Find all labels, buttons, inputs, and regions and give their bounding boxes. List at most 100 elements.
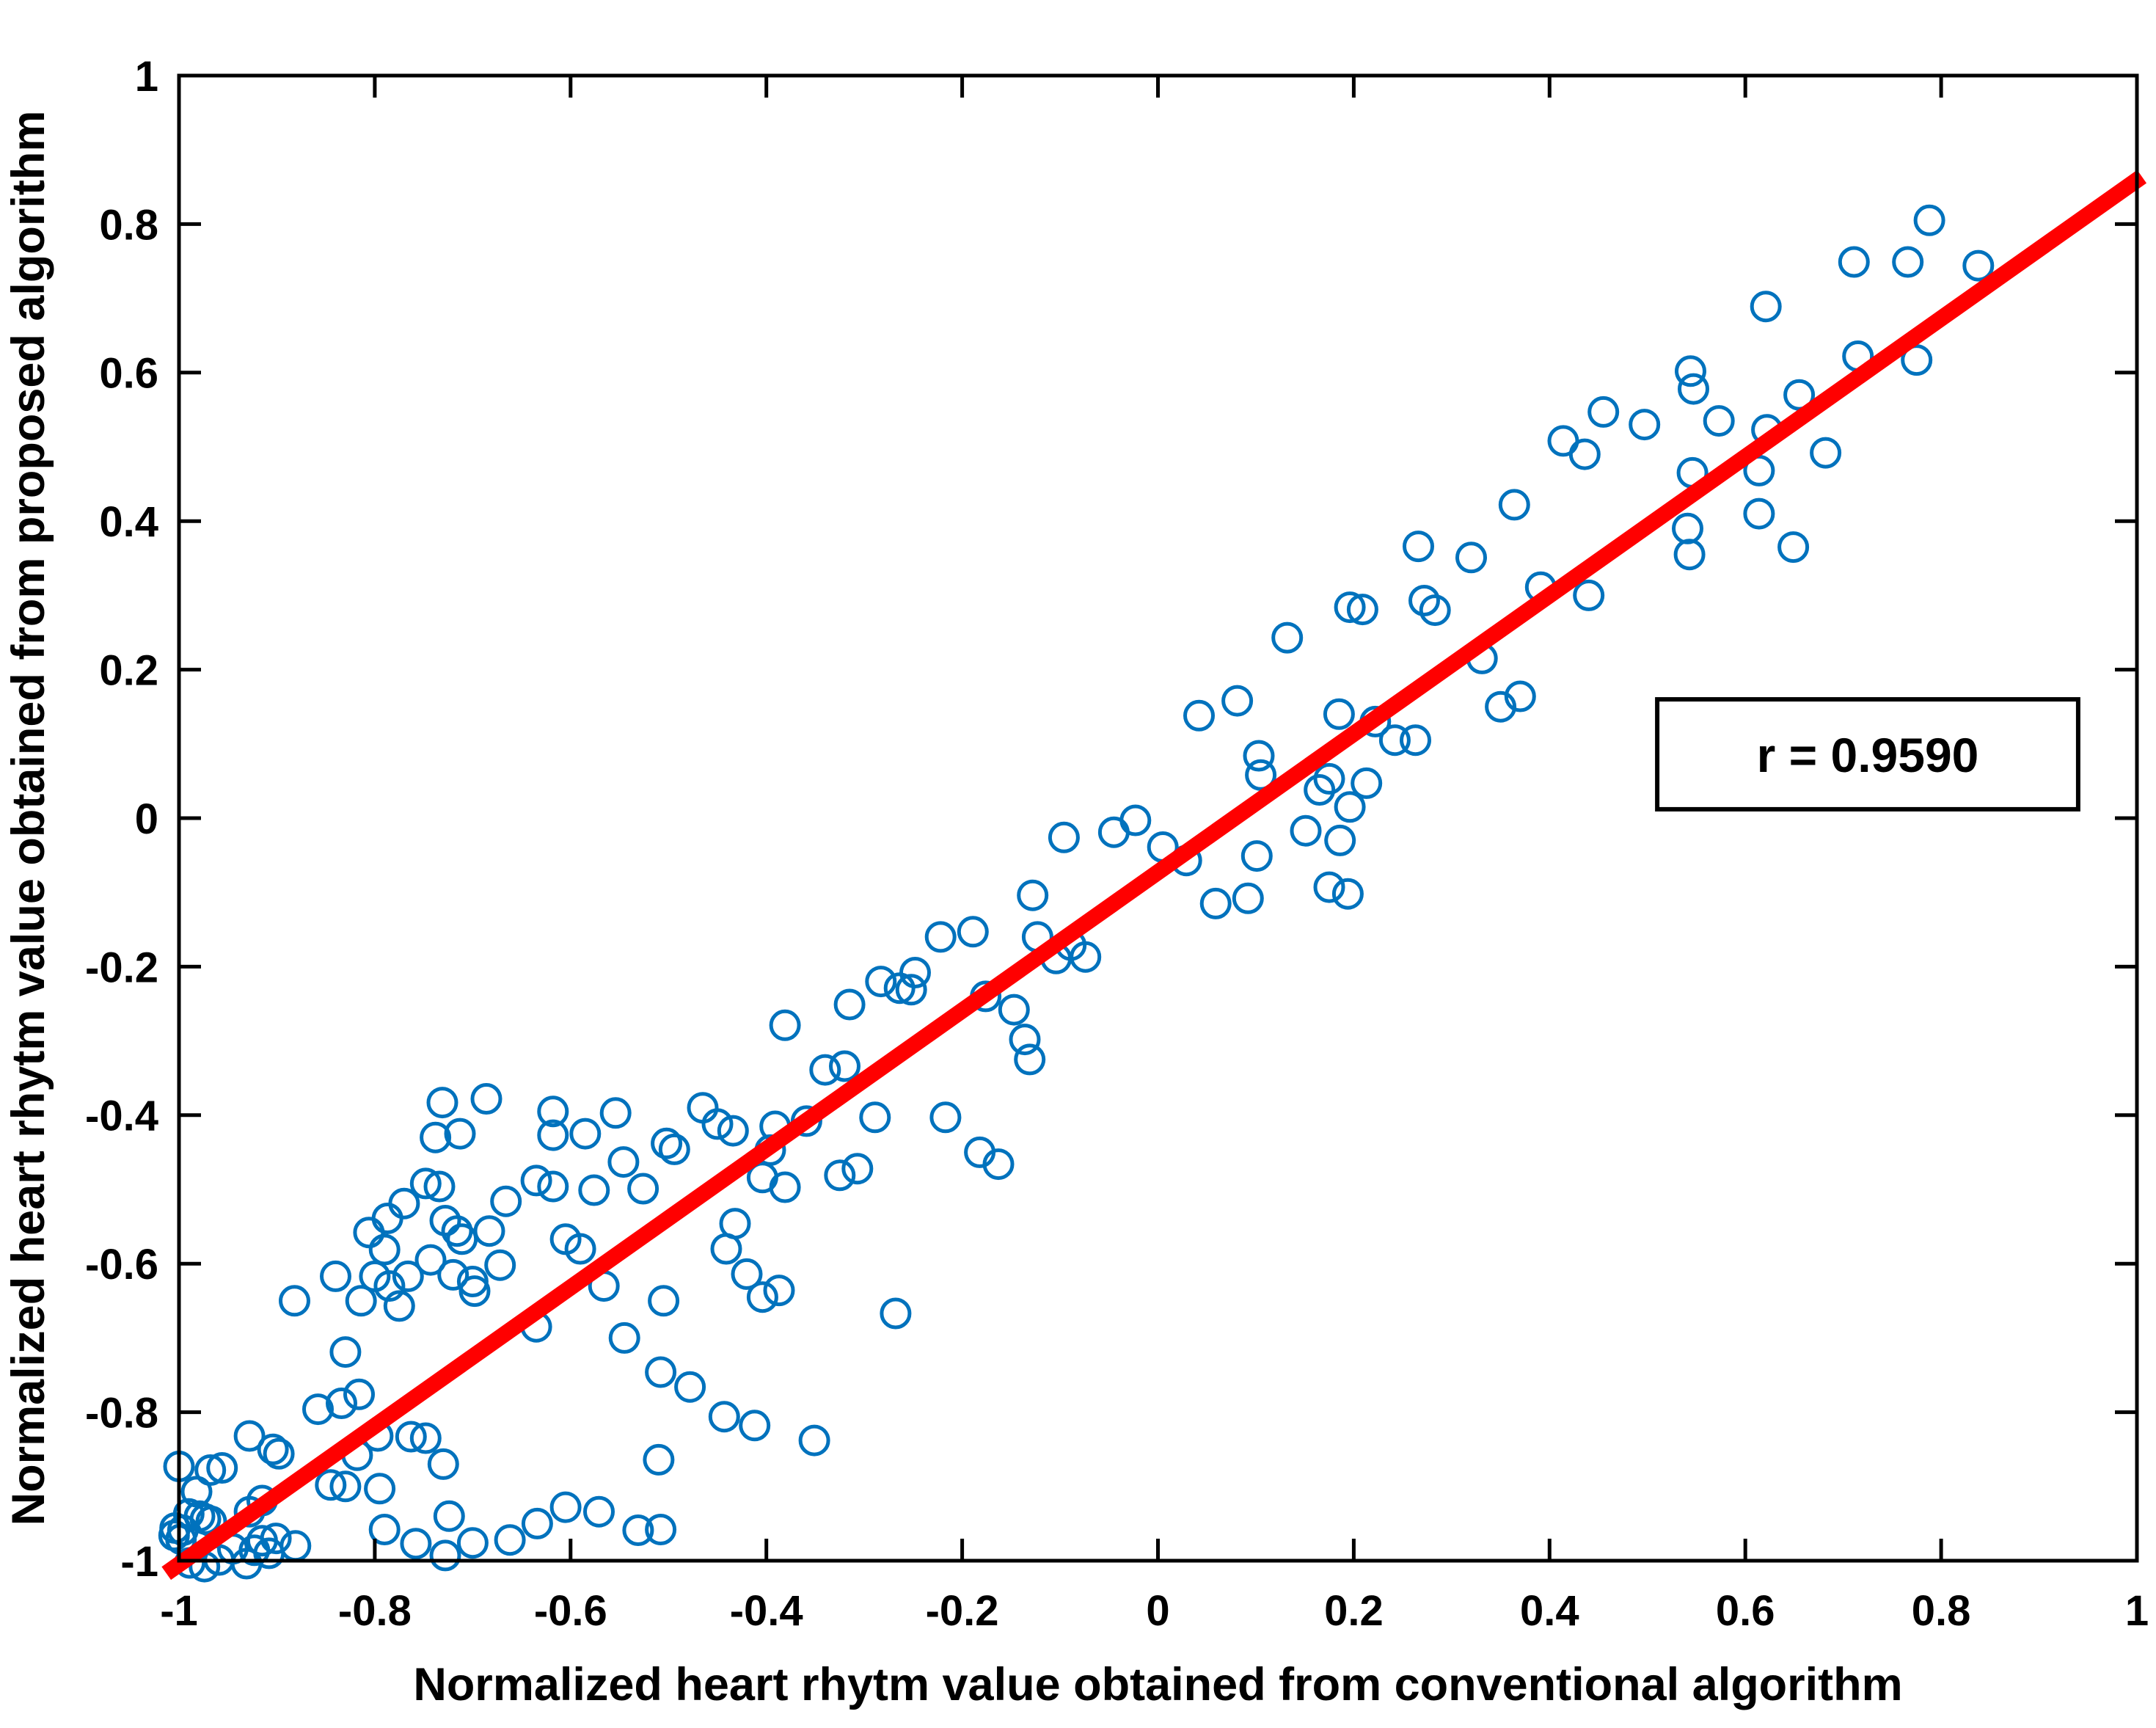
data-point	[520, 1164, 552, 1197]
data-point	[1243, 740, 1275, 772]
y-tick-label: -0.6	[85, 1241, 158, 1288]
data-point	[599, 1097, 632, 1129]
data-point	[1777, 531, 1810, 564]
y-tick-label: 0	[135, 795, 158, 843]
data-point	[549, 1491, 582, 1523]
data-point	[1017, 879, 1049, 911]
data-point	[420, 1121, 452, 1153]
y-tick-label: -1	[120, 1538, 158, 1586]
data-point	[1629, 409, 1661, 441]
data-point	[470, 1083, 503, 1115]
data-point	[1324, 824, 1356, 856]
x-tick-label: -0.8	[338, 1587, 412, 1635]
data-point	[1913, 204, 1945, 236]
data-point	[645, 1356, 677, 1388]
data-point	[1048, 821, 1080, 853]
y-axis-title: Normalized heart rhytm value obtained fr…	[3, 111, 54, 1526]
data-point	[400, 1528, 432, 1560]
data-point	[1351, 767, 1383, 799]
plot-background	[179, 76, 2137, 1561]
data-point	[924, 921, 957, 953]
y-tick-label: 1	[135, 53, 158, 101]
data-point	[444, 1118, 476, 1150]
data-point	[1400, 724, 1431, 757]
data-point	[809, 1054, 841, 1086]
data-point	[998, 994, 1030, 1026]
data-point	[859, 1101, 891, 1134]
x-axis-title: Normalized heart rhytm value obtained fr…	[413, 1659, 1902, 1710]
data-point	[373, 1270, 406, 1302]
data-point	[1323, 698, 1355, 730]
x-tick-label: 0.8	[1912, 1587, 1971, 1635]
data-point	[1419, 594, 1451, 627]
data-point	[1313, 762, 1345, 795]
data-point	[1313, 871, 1345, 903]
data-point	[1271, 621, 1304, 654]
annotation-box: r = 0.9590	[1655, 697, 2080, 812]
data-point	[456, 1266, 489, 1297]
data-point	[769, 1171, 801, 1203]
data-point	[578, 1174, 610, 1206]
data-point	[1678, 373, 1709, 405]
data-point	[521, 1507, 553, 1539]
data-point	[383, 1290, 415, 1322]
data-points-layer	[158, 204, 1995, 1583]
data-point	[1408, 585, 1440, 616]
data-point	[1334, 791, 1366, 823]
data-point	[433, 1500, 465, 1532]
data-point	[1504, 680, 1536, 712]
data-point	[1245, 759, 1277, 791]
data-point	[982, 1148, 1015, 1181]
data-point	[564, 1233, 596, 1265]
data-point	[537, 1170, 569, 1203]
data-point	[622, 1514, 654, 1546]
data-point	[1675, 355, 1706, 387]
data-point	[1331, 878, 1364, 910]
y-tick-label: 0.2	[99, 646, 158, 694]
data-point	[263, 1437, 295, 1470]
data-point	[409, 1422, 442, 1454]
data-point	[627, 1173, 659, 1205]
data-point	[537, 1119, 569, 1151]
data-point	[1119, 804, 1152, 836]
x-tick-label: -1	[160, 1587, 198, 1635]
x-tick-label: 0.6	[1716, 1587, 1775, 1635]
y-tick-label: -0.8	[85, 1389, 158, 1437]
data-point	[426, 1087, 458, 1119]
data-point	[880, 1297, 912, 1330]
data-point	[279, 1285, 310, 1317]
x-tick-label: 0	[1146, 1587, 1169, 1635]
data-point	[769, 1009, 801, 1041]
regression-line	[161, 169, 2147, 1581]
data-point	[731, 1258, 763, 1290]
data-point	[1403, 531, 1434, 563]
data-point	[1743, 497, 1775, 530]
data-point	[798, 1424, 830, 1457]
data-point	[1587, 395, 1620, 428]
data-point	[490, 1185, 522, 1217]
annotation-rect	[1655, 697, 2080, 812]
data-point	[1673, 539, 1706, 571]
data-point	[320, 1260, 351, 1292]
regression-line-layer	[161, 169, 2147, 1581]
x-tick-label: -0.2	[926, 1587, 999, 1635]
data-point	[368, 1514, 401, 1545]
data-point	[1750, 291, 1782, 323]
data-point	[1346, 594, 1378, 626]
y-tick-label: 0.4	[99, 498, 158, 546]
data-point	[326, 1388, 357, 1419]
data-point	[643, 1443, 675, 1476]
data-point	[674, 1371, 706, 1403]
data-point	[841, 1153, 874, 1185]
data-point	[701, 1108, 734, 1140]
data-point	[883, 972, 916, 1005]
data-point	[414, 1244, 447, 1276]
data-point	[206, 1452, 238, 1484]
data-point	[537, 1096, 569, 1128]
data-point	[1901, 344, 1933, 376]
data-point	[1703, 405, 1735, 437]
data-point	[1221, 685, 1254, 717]
data-point	[1199, 887, 1232, 919]
data-point	[429, 1539, 461, 1572]
